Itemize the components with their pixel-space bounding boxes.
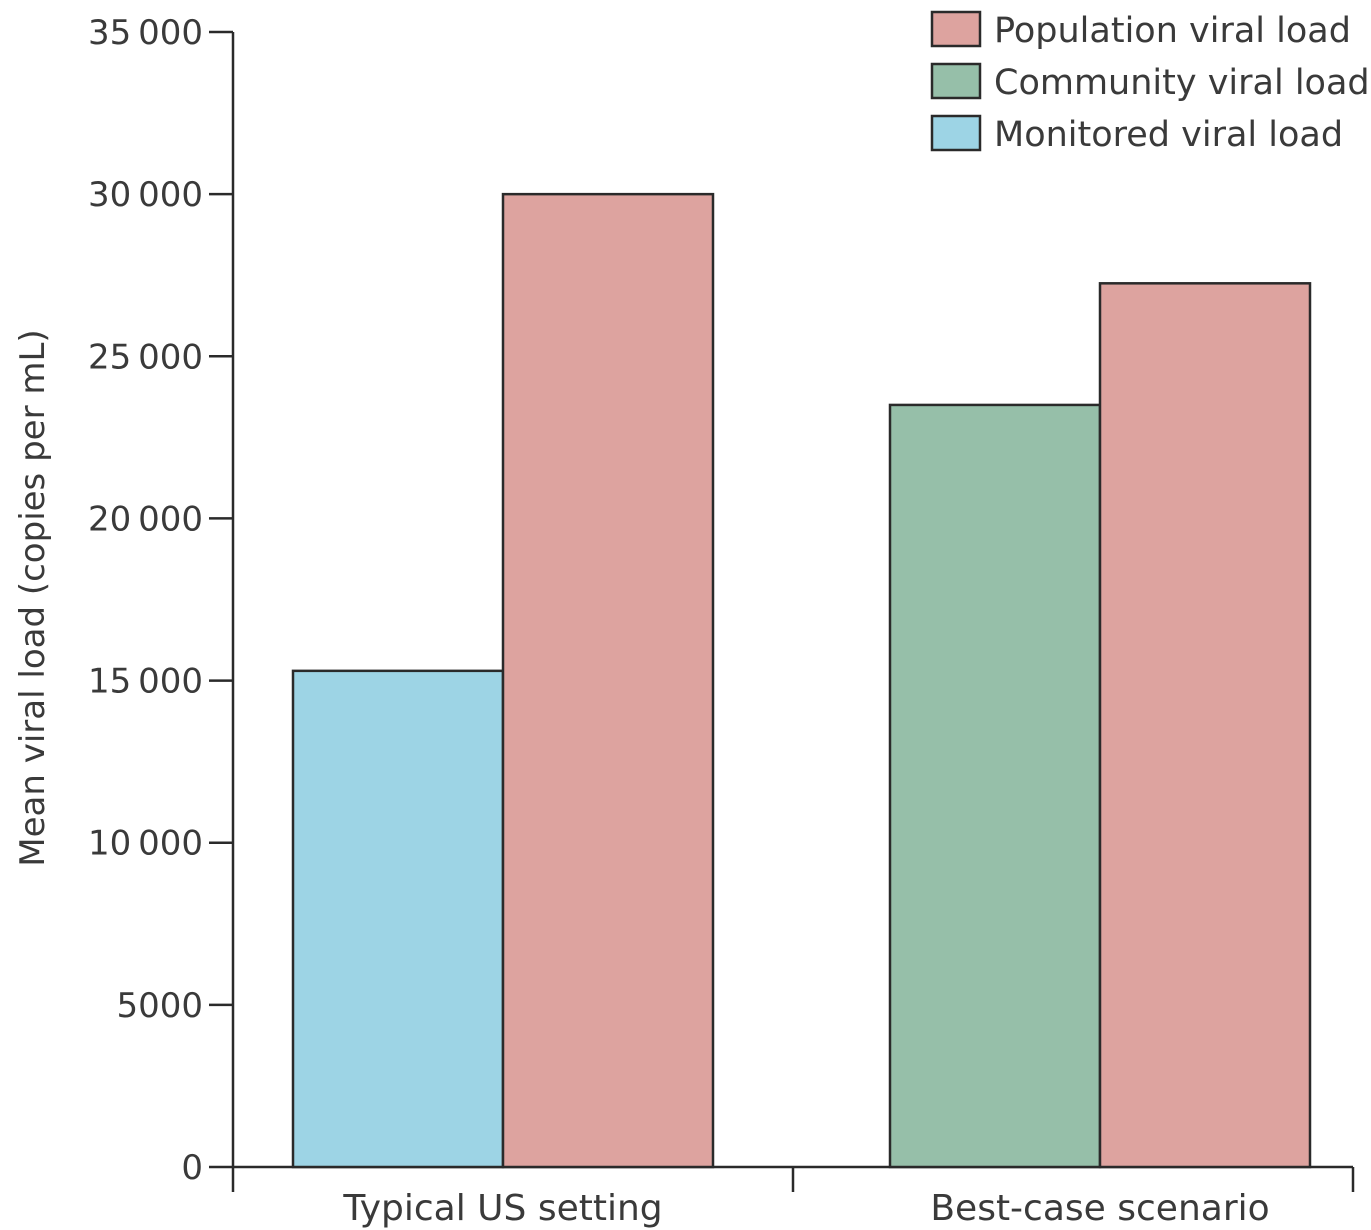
bar-monitored-viral-load xyxy=(291,669,505,1169)
legend: Population viral load Community viral loa… xyxy=(930,10,1370,155)
bar-community-viral-load xyxy=(888,403,1102,1169)
legend-swatch xyxy=(930,62,982,100)
y-axis-title: Mean viral load (copies per mL) xyxy=(13,329,53,866)
y-tick-label: 25 000 xyxy=(88,337,203,377)
bars-group xyxy=(291,192,1312,1169)
legend-label: Monitored viral load xyxy=(994,115,1343,155)
x-ticks-group: Typical US setting Best-case scenario xyxy=(231,1167,1355,1229)
y-tick-label: 20 000 xyxy=(88,499,203,539)
y-tick-label: 10 000 xyxy=(88,824,203,864)
y-tick-label: 15 000 xyxy=(88,662,203,702)
y-tick-label: 0 xyxy=(181,1148,203,1188)
x-category-label: Typical US setting xyxy=(342,1188,662,1229)
y-tick-label: 5000 xyxy=(116,986,203,1026)
y-tick-label: 30 000 xyxy=(88,175,203,215)
legend-swatch xyxy=(930,10,982,48)
y-ticks-group: 0 5000 10 000 15 000 20 000 25 000 30 000 35 00… xyxy=(88,13,233,1188)
bar-population-viral-load xyxy=(1098,282,1312,1169)
x-category-label: Best-case scenario xyxy=(930,1188,1269,1229)
legend-label: Population viral load xyxy=(994,11,1351,51)
legend-label: Community viral load xyxy=(994,63,1370,103)
y-tick-label: 35 000 xyxy=(88,13,203,53)
legend-swatch xyxy=(930,114,982,152)
bar-population-viral-load xyxy=(501,192,715,1169)
